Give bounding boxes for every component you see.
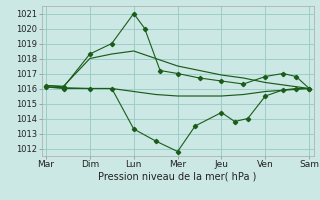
X-axis label: Pression niveau de la mer( hPa ): Pression niveau de la mer( hPa )	[99, 172, 257, 182]
